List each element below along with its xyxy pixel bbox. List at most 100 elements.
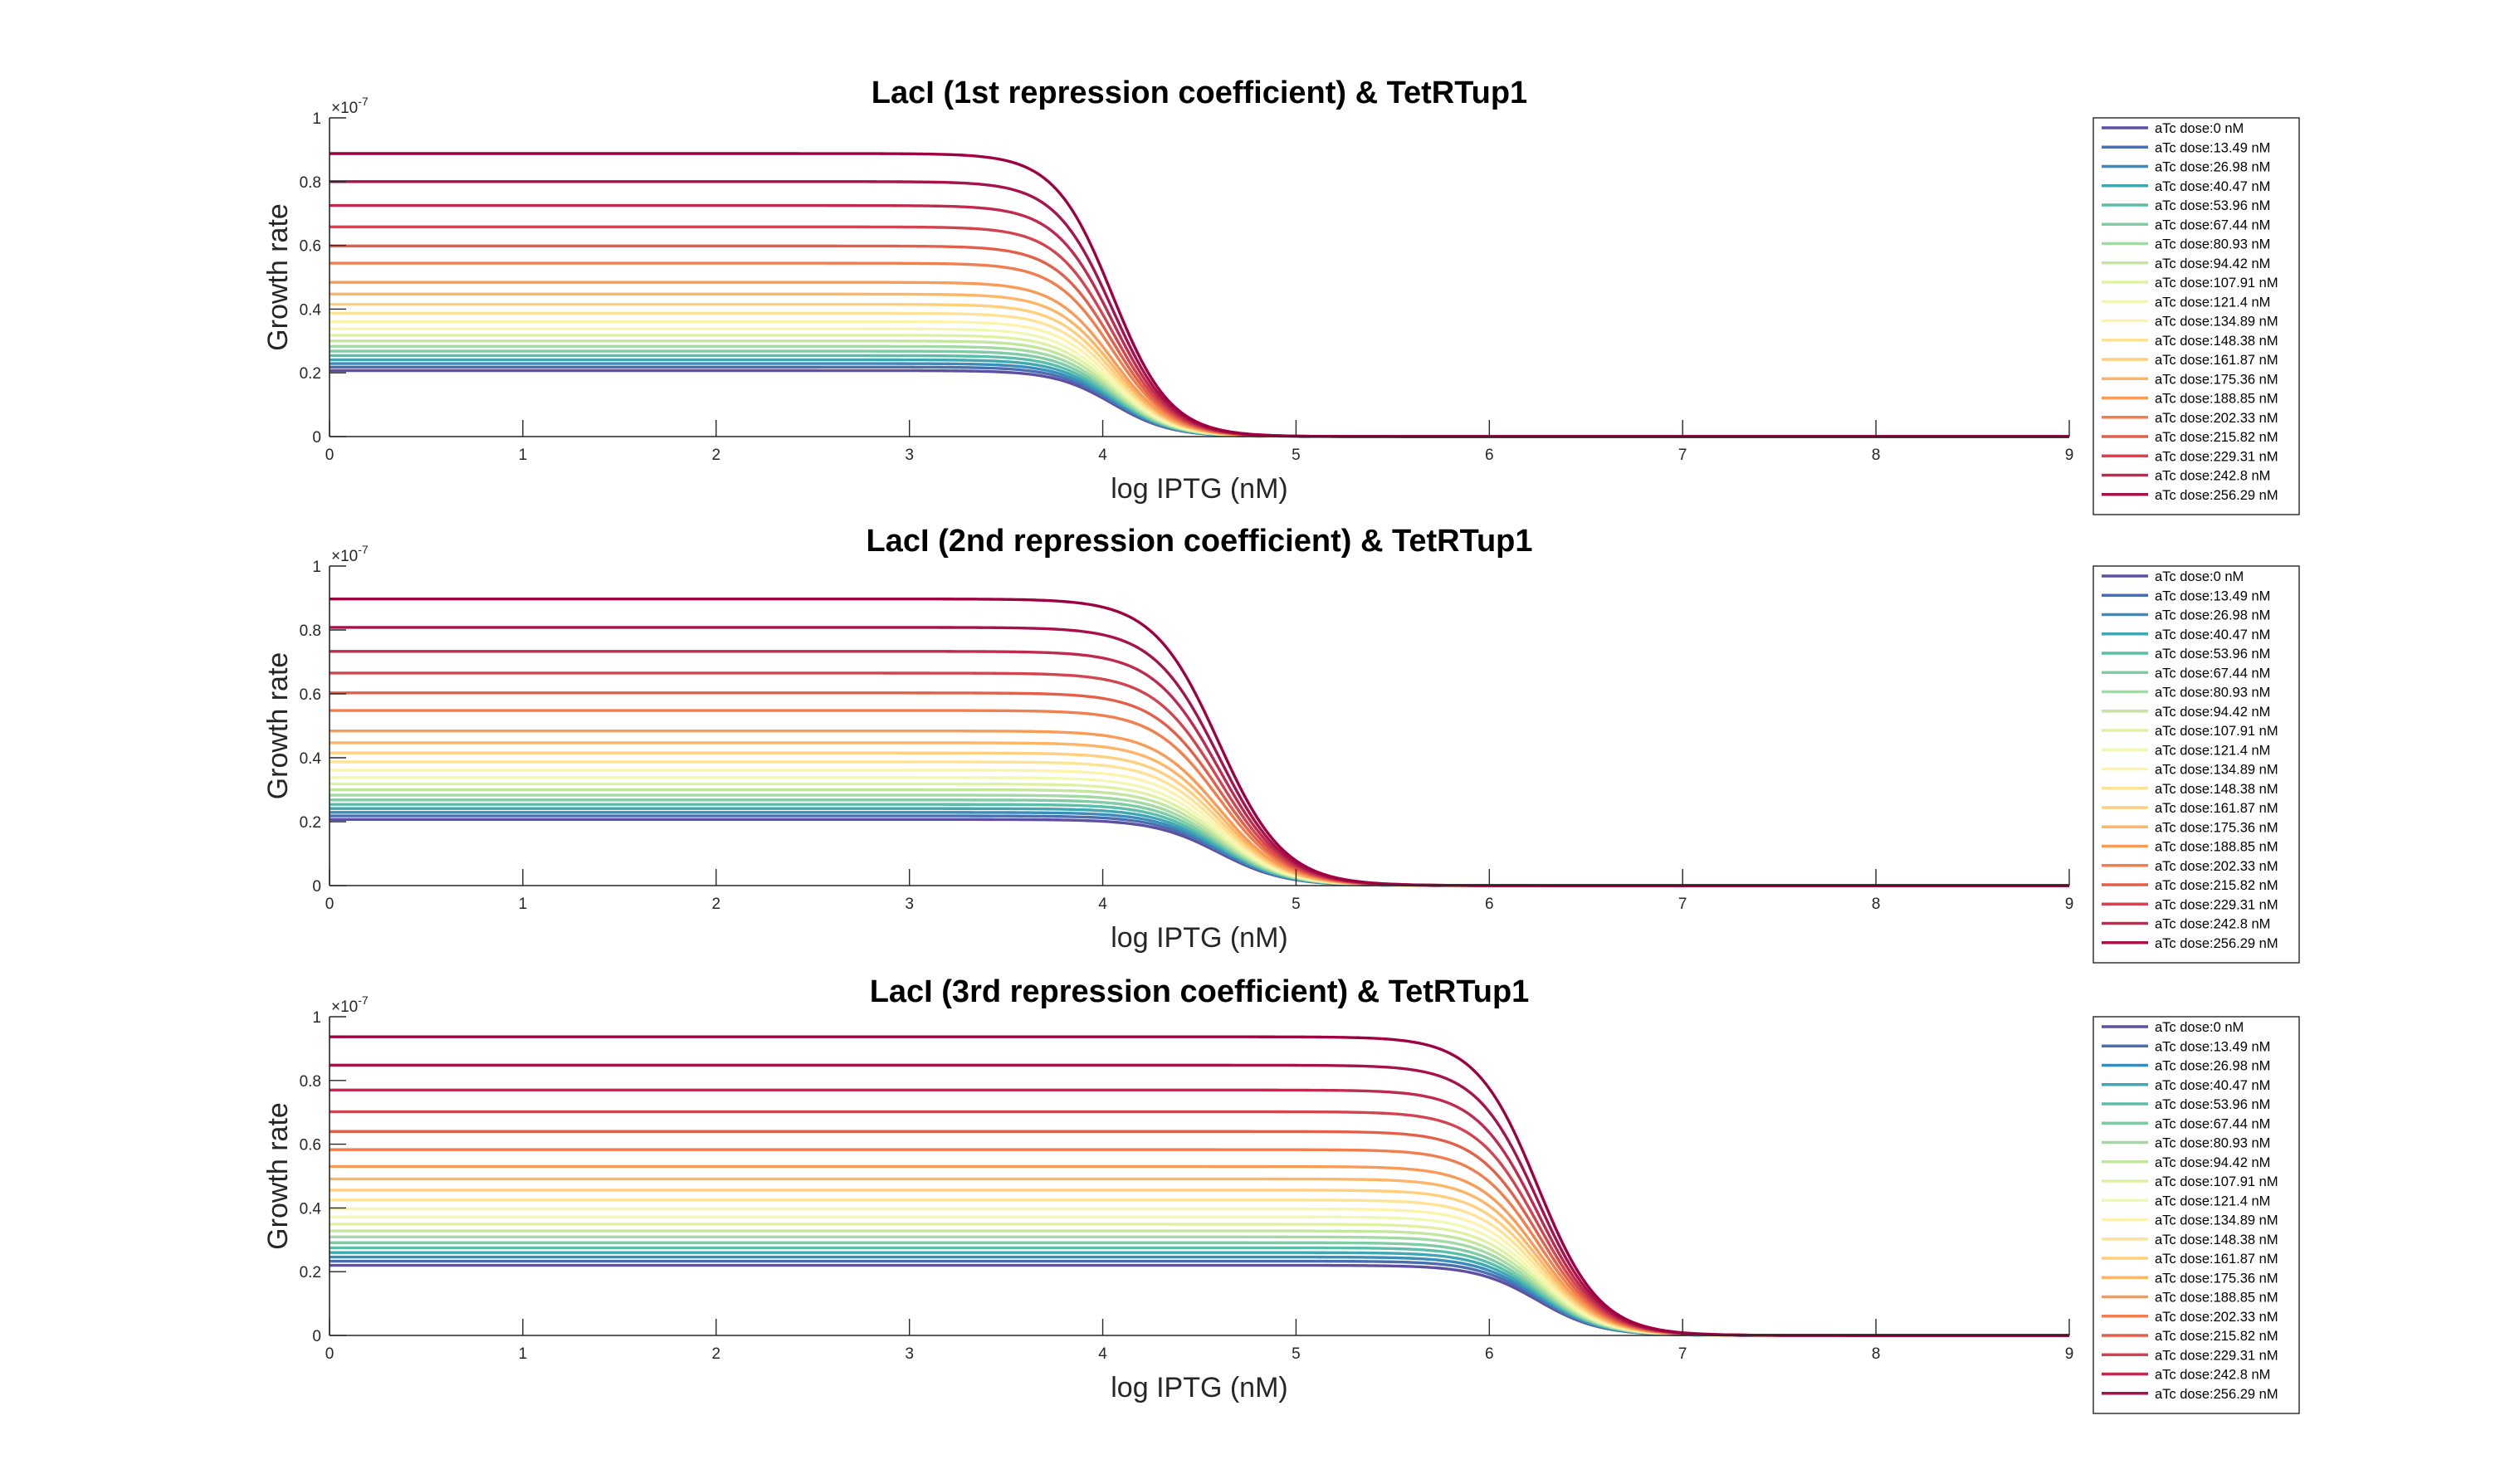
legend-entry: aTc dose:188.85 nM bbox=[2102, 1291, 2278, 1306]
y-exponent-label: ×10-7 bbox=[331, 993, 369, 1016]
legend-entry: aTc dose:188.85 nM bbox=[2102, 392, 2278, 407]
y-tick-label: 0 bbox=[312, 429, 321, 447]
legend-entry: aTc dose:256.29 nM bbox=[2102, 1387, 2278, 1402]
chart-title: LacI (2nd repression coefficient) & TetR… bbox=[866, 524, 1532, 559]
legend-label: aTc dose:67.44 nM bbox=[2155, 666, 2270, 681]
legend-label: aTc dose:80.93 nM bbox=[2155, 1136, 2270, 1151]
legend-entry: aTc dose:215.82 nM bbox=[2102, 878, 2278, 893]
legend-label: aTc dose:148.38 nM bbox=[2155, 334, 2278, 349]
legend-entry: aTc dose:202.33 nM bbox=[2102, 411, 2278, 426]
x-tick-label: 4 bbox=[1098, 447, 1107, 464]
y-tick-label: 0.2 bbox=[300, 814, 321, 832]
legend-label: aTc dose:202.33 nM bbox=[2155, 1310, 2278, 1325]
legend-entry: aTc dose:121.4 nM bbox=[2102, 295, 2270, 310]
y-tick-label: 0 bbox=[312, 1328, 321, 1345]
legend-label: aTc dose:0 nM bbox=[2155, 569, 2244, 584]
legend-entry: aTc dose:242.8 nM bbox=[2102, 917, 2270, 932]
legend-label: aTc dose:188.85 nM bbox=[2155, 840, 2278, 855]
legend-entry: aTc dose:148.38 nM bbox=[2102, 1233, 2278, 1247]
legend-entry: aTc dose:40.47 nM bbox=[2102, 179, 2270, 194]
y-exponent-power: -7 bbox=[358, 543, 369, 556]
x-tick-label: 6 bbox=[1485, 1345, 1494, 1363]
legend-label: aTc dose:67.44 nM bbox=[2155, 217, 2270, 232]
legend-entry: aTc dose:242.8 nM bbox=[2102, 1368, 2270, 1383]
y-tick-label: 0.8 bbox=[300, 174, 321, 192]
legend-entry: aTc dose:175.36 nM bbox=[2102, 1271, 2278, 1286]
x-tick-label: 7 bbox=[1678, 1345, 1687, 1363]
legend-entry: aTc dose:134.89 nM bbox=[2102, 315, 2278, 330]
x-tick-label: 2 bbox=[711, 447, 720, 464]
legend: aTc dose:0 nM aTc dose:13.49 nM aTc dose:2… bbox=[2092, 1016, 2300, 1414]
legend-label: aTc dose:0 nM bbox=[2155, 1020, 2244, 1035]
legend-entry: aTc dose:40.47 nM bbox=[2102, 1078, 2270, 1093]
legend-label: aTc dose:229.31 nM bbox=[2155, 897, 2278, 912]
x-tick-label: 5 bbox=[1292, 1345, 1301, 1363]
legend-label: aTc dose:161.87 nM bbox=[2155, 1252, 2278, 1267]
legend-entry: aTc dose:107.91 nM bbox=[2102, 1174, 2278, 1189]
chart-title: LacI (1st repression coefficient) & TetR… bbox=[872, 76, 1527, 110]
legend-label: aTc dose:229.31 nM bbox=[2155, 1348, 2278, 1363]
y-exponent-power: -7 bbox=[358, 95, 369, 108]
x-tick-label: 0 bbox=[325, 896, 335, 913]
legend-entry: aTc dose:94.42 nM bbox=[2102, 1155, 2270, 1170]
y-exponent-label: ×10-7 bbox=[331, 543, 369, 565]
x-tick-label: 0 bbox=[325, 447, 335, 464]
legend-label: aTc dose:13.49 nM bbox=[2155, 588, 2270, 603]
legend-entry: aTc dose:40.47 nM bbox=[2102, 627, 2270, 642]
legend-entry: aTc dose:161.87 nM bbox=[2102, 801, 2278, 816]
legend-label: aTc dose:175.36 nM bbox=[2155, 1271, 2278, 1286]
legend-entry: aTc dose:215.82 nM bbox=[2102, 430, 2278, 445]
legend-entry: aTc dose:0 nM bbox=[2102, 1020, 2244, 1035]
legend-label: aTc dose:13.49 nM bbox=[2155, 140, 2270, 155]
legend-label: aTc dose:161.87 nM bbox=[2155, 353, 2278, 368]
x-tick-label: 9 bbox=[2065, 447, 2074, 464]
legend-entry: aTc dose:53.96 nM bbox=[2102, 647, 2270, 661]
y-exponent-base: ×10 bbox=[331, 100, 358, 117]
legend-entry: aTc dose:202.33 nM bbox=[2102, 1310, 2278, 1325]
x-axis-label: log IPTG (nM) bbox=[1111, 473, 1287, 505]
x-tick-label: 7 bbox=[1678, 896, 1687, 913]
y-exponent-base: ×10 bbox=[331, 548, 358, 565]
y-tick-label: 0.4 bbox=[300, 1200, 322, 1218]
legend-entry: aTc dose:13.49 nM bbox=[2102, 588, 2270, 603]
legend-label: aTc dose:161.87 nM bbox=[2155, 801, 2278, 816]
legend-entry: aTc dose:148.38 nM bbox=[2102, 782, 2278, 797]
subplot-2: LacI (2nd repression coefficient) & TetR… bbox=[262, 524, 2300, 964]
x-axis-label: log IPTG (nM) bbox=[1111, 922, 1287, 954]
legend-label: aTc dose:13.49 nM bbox=[2155, 1039, 2270, 1054]
legend-entry: aTc dose:121.4 nM bbox=[2102, 743, 2270, 758]
x-tick-label: 3 bbox=[905, 896, 914, 913]
legend-label: aTc dose:134.89 nM bbox=[2155, 1213, 2278, 1228]
legend-label: aTc dose:242.8 nM bbox=[2155, 917, 2270, 932]
x-tick-label: 1 bbox=[519, 447, 528, 464]
legend-label: aTc dose:121.4 nM bbox=[2155, 295, 2270, 310]
x-tick-label: 1 bbox=[519, 1345, 528, 1363]
legend-entry: aTc dose:229.31 nM bbox=[2102, 897, 2278, 912]
legend-label: aTc dose:26.98 nM bbox=[2155, 1059, 2270, 1074]
x-tick-label: 4 bbox=[1098, 1345, 1107, 1363]
legend-label: aTc dose:53.96 nM bbox=[2155, 647, 2270, 661]
legend-entry: aTc dose:161.87 nM bbox=[2102, 353, 2278, 368]
legend-label: aTc dose:175.36 nM bbox=[2155, 372, 2278, 387]
x-tick-label: 8 bbox=[1872, 447, 1881, 464]
legend-label: aTc dose:26.98 nM bbox=[2155, 160, 2270, 175]
legend-entry: aTc dose:202.33 nM bbox=[2102, 859, 2278, 874]
legend-label: aTc dose:242.8 nM bbox=[2155, 1368, 2270, 1383]
legend-label: aTc dose:107.91 nM bbox=[2155, 1174, 2278, 1189]
x-tick-label: 6 bbox=[1485, 447, 1494, 464]
y-tick-label: 0.4 bbox=[300, 750, 322, 768]
subplot-3: LacI (3rd repression coefficient) & TetR… bbox=[262, 974, 2300, 1414]
legend-entry: aTc dose:80.93 nM bbox=[2102, 1136, 2270, 1151]
x-tick-label: 5 bbox=[1292, 896, 1301, 913]
y-tick-label: 0.8 bbox=[300, 1073, 321, 1091]
legend-label: aTc dose:215.82 nM bbox=[2155, 878, 2278, 893]
legend-entry: aTc dose:107.91 nM bbox=[2102, 276, 2278, 290]
legend-label: aTc dose:121.4 nM bbox=[2155, 1194, 2270, 1208]
x-tick-label: 2 bbox=[711, 1345, 720, 1363]
legend-label: aTc dose:94.42 nM bbox=[2155, 1155, 2270, 1170]
legend-label: aTc dose:121.4 nM bbox=[2155, 743, 2270, 758]
legend-entry: aTc dose:26.98 nM bbox=[2102, 1059, 2270, 1074]
legend-label: aTc dose:134.89 nM bbox=[2155, 763, 2278, 778]
legend-entry: aTc dose:53.96 nM bbox=[2102, 1097, 2270, 1112]
